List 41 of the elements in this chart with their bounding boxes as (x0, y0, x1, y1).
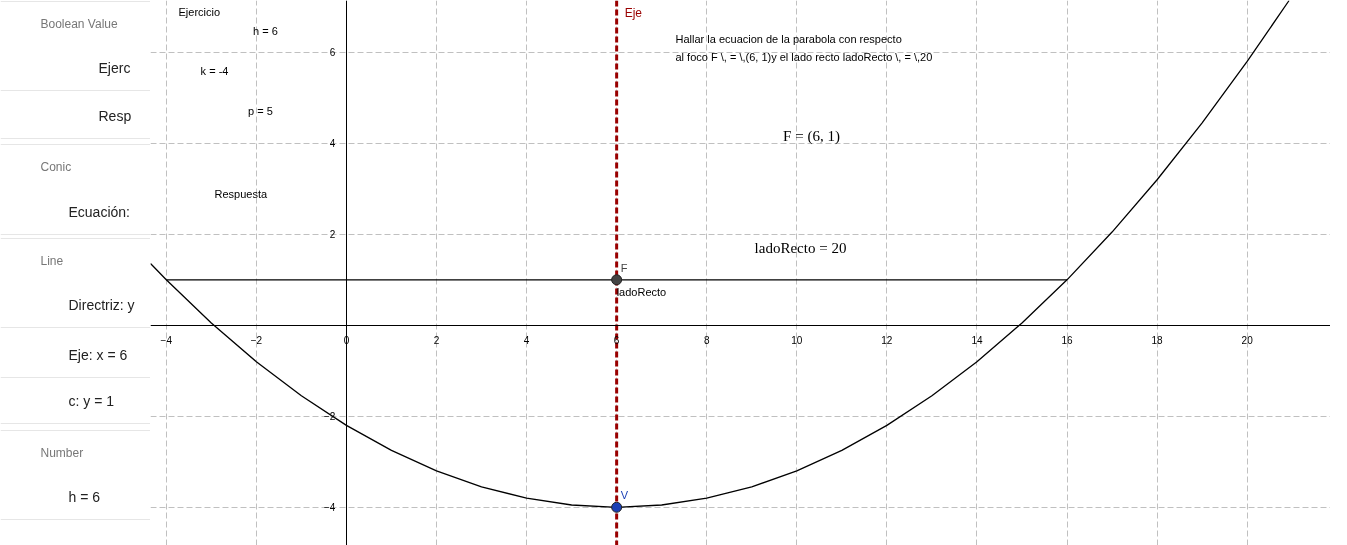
x-tick-label: 16 (1061, 335, 1074, 347)
text: Ejerc (98, 59, 131, 76)
y-tick-label: 4 (329, 138, 336, 150)
y-tick-label: −4 (324, 502, 336, 514)
annotation: al foco F \, = \,(6, 1)y el lado recto ladoRecto \, = \,20 (675, 50, 933, 63)
annotation: p = 5 (248, 104, 273, 117)
y-tick-label: 2 (329, 229, 336, 241)
series-label: ladoRecto (616, 285, 667, 298)
text: h = 6 (68, 488, 101, 505)
x-tick-label: 12 (881, 335, 893, 347)
series-label: F (620, 261, 628, 274)
text: Conic (40, 159, 72, 174)
x-tick-label: 2 (433, 335, 440, 347)
text: Directriz: y (68, 296, 135, 313)
annotation: Hallar la ecuacion de la parabola con respecto (675, 32, 902, 45)
annotation: ladoRecto = 20 (754, 239, 847, 256)
text: Number (40, 445, 84, 460)
x-tick-label: 4 (523, 335, 530, 347)
x-tick-label: 8 (703, 335, 710, 347)
y-tick-label: −2 (324, 411, 336, 423)
series-label: V (620, 489, 629, 502)
x-tick-label: 18 (1151, 335, 1164, 347)
x-tick-label: 20 (1241, 335, 1254, 347)
annotation: Ejercicio (178, 5, 221, 18)
x-tick-label: 6 (613, 335, 620, 347)
text: Boolean Value (40, 16, 118, 31)
annotation: Respuesta (214, 187, 268, 200)
text: c: y = 1 (68, 392, 115, 409)
annotation: F = (6, 1) (783, 127, 840, 145)
annotation: h = 6 (253, 24, 278, 37)
x-tick-label: −2 (250, 335, 263, 347)
text: Resp (98, 107, 132, 124)
x-tick-label: 10 (791, 335, 803, 347)
text: Eje: x = 6 (68, 346, 128, 363)
x-tick-label: −4 (160, 335, 173, 347)
x-tick-label: 14 (971, 335, 983, 347)
y-tick-label: 6 (329, 47, 336, 59)
text: Ecuación: (68, 203, 130, 220)
ref-line-label: Eje (624, 5, 643, 20)
annotation: k = -4 (200, 64, 229, 77)
text: Line (40, 253, 64, 268)
